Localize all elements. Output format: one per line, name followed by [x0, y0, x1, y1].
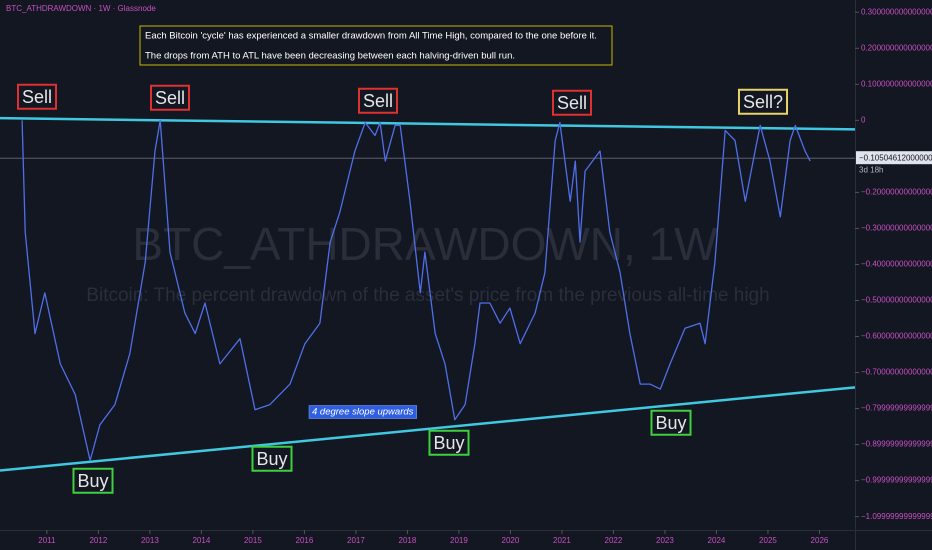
data-line	[21, 119, 811, 462]
x-tick-label: 2014	[192, 536, 210, 545]
y-tick-label: −0.3000000000000000	[861, 224, 932, 233]
note-line: The drops from ATH to ATL have been decr…	[145, 51, 515, 62]
y-tick-label: 0	[861, 115, 866, 124]
y-tick-label: −0.5000000000000000	[861, 296, 932, 305]
buy-label-box	[72, 467, 114, 494]
x-tick-label: 2019	[450, 536, 468, 545]
slope-label: 4 degree slope upwards	[312, 407, 414, 418]
y-tick-label: −0.7000000000000000	[861, 368, 932, 377]
sell-label: Sell	[22, 87, 52, 107]
price-label: −0.1050461200000000 3d 18h	[856, 151, 932, 174]
buy-label: Buy	[655, 413, 686, 433]
sell-label-box	[16, 83, 58, 110]
trendline	[0, 386, 856, 472]
y-tick-label: −0.9999999999999998	[861, 476, 932, 485]
buy-label-box	[428, 429, 470, 456]
y-tick-label: −1.0999999999999998	[861, 512, 932, 521]
buy-label: Buy	[77, 471, 108, 491]
buy-label: Buy	[256, 449, 287, 469]
x-tick-label: 2020	[502, 536, 520, 545]
note-line: Each Bitcoin 'cycle' has experienced a s…	[145, 31, 597, 42]
watermark: BTC_ATHDRAWDOWN, 1W	[132, 218, 718, 270]
x-tick-label: 2023	[656, 536, 674, 545]
trendline	[0, 116, 856, 131]
x-tick-label: 2016	[296, 536, 314, 545]
chart-title: BTC_ATHDRAWDOWN · 1W · Glassnode	[6, 4, 156, 13]
sell-label-box	[737, 88, 789, 115]
y-tick-label: 0.3000000000000001	[861, 7, 932, 16]
x-tick-label: 2015	[244, 536, 262, 545]
x-tick-label: 2012	[89, 536, 107, 545]
sell-label: Sell?	[743, 92, 783, 112]
x-tick-label: 2022	[605, 536, 623, 545]
buy-label-box	[251, 445, 293, 472]
note-box	[139, 25, 613, 66]
sell-label: Sell	[155, 88, 185, 108]
y-tick-label: −0.6000000000000000	[861, 332, 932, 341]
y-tick-label: 0.2000000000000001	[861, 43, 932, 52]
x-tick-label: 2021	[553, 536, 571, 545]
plot: 0.3000000000000001 0.2000000000000001 0.10…	[0, 7, 932, 545]
y-tick-label: 0.1000000000000001	[861, 79, 932, 88]
sell-label-box	[357, 87, 399, 114]
price-label-box	[856, 151, 932, 165]
sell-label: Sell	[557, 93, 587, 113]
x-tick-label: 2025	[759, 536, 777, 545]
buy-label-box	[650, 409, 692, 436]
x-tick-label: 2026	[811, 536, 829, 545]
x-tick-label: 2011	[38, 536, 56, 545]
y-tick-label: −0.8999999999999999	[861, 440, 932, 449]
watermark-subtitle: Bitcoin: The percent drawdown of the ass…	[86, 285, 769, 306]
slope-label-box	[308, 405, 417, 419]
buy-label: Buy	[433, 433, 464, 453]
y-tick-label: −0.4000000000000000	[861, 260, 932, 269]
price-label-text: −0.1050461200000000	[859, 153, 932, 162]
sell-label-box	[149, 84, 191, 111]
x-tick-label: 2017	[347, 536, 365, 545]
countdown: 3d 18h	[859, 165, 883, 174]
x-tick-label: 2018	[399, 536, 417, 545]
x-tick-label: 2024	[708, 536, 726, 545]
y-tick-label: −0.7999999999999999	[861, 404, 932, 413]
sell-label: Sell	[363, 91, 393, 111]
x-tick-label: 2013	[141, 536, 159, 545]
y-tick-label: −0.2000000000000000	[861, 188, 932, 197]
sell-label-box	[551, 89, 593, 116]
